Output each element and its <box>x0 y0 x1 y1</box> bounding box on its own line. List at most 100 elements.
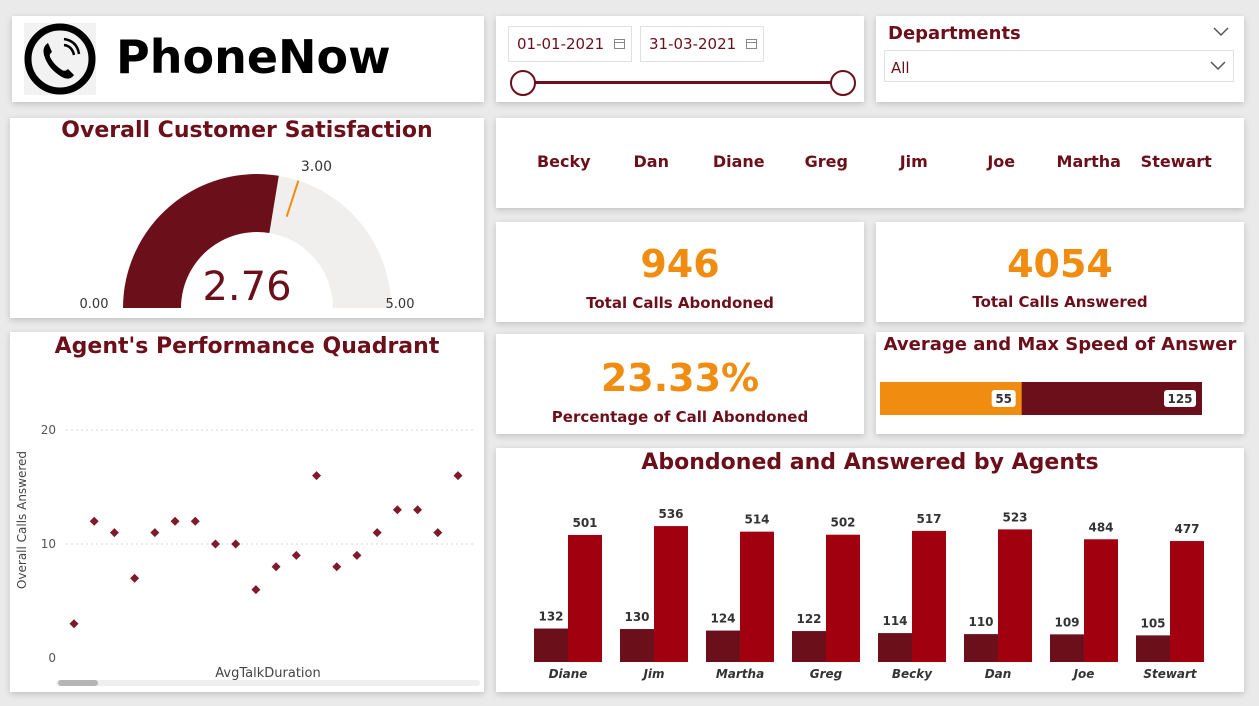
bar-value-label: 502 <box>830 516 855 530</box>
calendar-icon <box>614 39 625 49</box>
answered-bar[interactable] <box>1084 539 1118 662</box>
abandoned-bar[interactable] <box>878 633 912 662</box>
agent-option[interactable]: Dan <box>633 152 669 171</box>
scatter-point[interactable] <box>231 539 241 549</box>
kpi-answered-card: 4054 Total Calls Answered <box>876 222 1244 322</box>
kpi-pct-label: Percentage of Call Abondoned <box>551 408 809 426</box>
kpi-abandoned-card: 946 Total Calls Abondoned <box>496 222 864 322</box>
scatter-point[interactable] <box>332 562 342 572</box>
abandoned-bar[interactable] <box>534 628 568 662</box>
category-label: Diane <box>549 667 588 681</box>
bar-value-label: 517 <box>916 512 941 526</box>
scatter-point[interactable] <box>251 585 261 595</box>
bar-value-label: 132 <box>538 610 563 624</box>
date-slicer: 01-01-2021 31-03-2021 <box>496 16 864 102</box>
bar-value-label: 514 <box>744 513 769 527</box>
agent-option[interactable]: Greg <box>804 152 848 171</box>
agent-option[interactable]: Jim <box>899 152 928 171</box>
bar-value-label: 477 <box>1174 522 1199 536</box>
speed-title: Average and Max Speed of Answer <box>883 334 1237 355</box>
scatter-point[interactable] <box>150 528 160 538</box>
scatter-chart: Overall Calls Answered AvgTalkDuration 0… <box>15 423 474 681</box>
answered-bar[interactable] <box>826 534 860 662</box>
kpi-pct-value: 23.33% <box>600 356 760 400</box>
range-end-handle[interactable] <box>830 70 856 96</box>
answered-bar[interactable] <box>1170 541 1204 662</box>
scatter-point[interactable] <box>433 528 443 538</box>
scatter-point[interactable] <box>392 505 402 515</box>
agent-slicer: Becky Dan Diane Greg Jim Joe Martha Stewart <box>496 118 1244 208</box>
scatter-xlabel: AvgTalkDuration <box>215 666 320 681</box>
gauge-target-line <box>285 180 300 218</box>
scatter-point[interactable] <box>109 528 119 538</box>
gauge-title: Overall Customer Satisfaction <box>61 118 433 143</box>
scatter-point[interactable] <box>271 562 281 572</box>
agent-option[interactable]: Diane <box>712 152 765 171</box>
scatter-point[interactable] <box>453 471 463 481</box>
answered-bar[interactable] <box>912 530 946 662</box>
brand-card: PhoneNow <box>12 16 484 102</box>
abandoned-bar[interactable] <box>620 629 654 662</box>
scatter-point[interactable] <box>170 516 180 526</box>
scatter-point[interactable] <box>352 550 362 560</box>
gauge-chart: 3.00 2.76 0.00 5.00 <box>80 159 415 312</box>
scatter-point[interactable] <box>413 505 423 515</box>
kpi-answered-label: Total Calls Answered <box>972 293 1148 311</box>
speed-label: 55 <box>995 392 1012 406</box>
abandoned-bar[interactable] <box>964 634 998 662</box>
calendar-icon <box>746 39 757 49</box>
answered-bar[interactable] <box>568 534 602 662</box>
abandoned-bar[interactable] <box>706 630 740 662</box>
bar-value-label: 109 <box>1054 615 1079 629</box>
agent-option[interactable]: Martha <box>1056 152 1121 171</box>
speed-answer-card: Average and Max Speed of Answer 55 125 <box>876 332 1244 434</box>
abandoned-bar[interactable] <box>1050 634 1084 662</box>
agent-option[interactable]: Becky <box>536 152 591 171</box>
scatter-ytick: 20 <box>41 423 56 437</box>
scatter-scroll-thumb[interactable] <box>58 680 98 686</box>
scatter-point[interactable] <box>69 619 79 629</box>
scatter-point[interactable] <box>130 573 140 583</box>
scatter-point[interactable] <box>190 516 200 526</box>
category-label: Joe <box>1072 667 1095 681</box>
agents-chart-title: Abondoned and Answered by Agents <box>641 450 1099 475</box>
start-date-value: 01-01-2021 <box>517 35 605 53</box>
chevron-down-icon <box>1210 61 1226 71</box>
abandoned-bar[interactable] <box>792 631 826 662</box>
agents-bar-chart: 132 501 Diane 130 536 Jim 124 514 Martha 122 502 Gr… <box>534 507 1204 681</box>
quadrant-card: Agent's Performance Quadrant Overall Cal… <box>10 332 484 692</box>
chevron-down-icon[interactable] <box>1212 26 1230 38</box>
start-date-field[interactable]: 01-01-2021 <box>508 26 632 62</box>
agents-bar-card: Abondoned and Answered by Agents 132 501 D… <box>496 448 1244 692</box>
kpi-pct-card: 23.33% Percentage of Call Abondoned <box>496 334 864 434</box>
range-start-handle[interactable] <box>510 70 536 96</box>
category-label: Jim <box>641 667 664 681</box>
agent-option[interactable]: Joe <box>987 152 1016 171</box>
scatter-ylabel: Overall Calls Answered <box>15 451 29 589</box>
scatter-point[interactable] <box>210 539 220 549</box>
kpi-abandoned-label: Total Calls Abondoned <box>586 294 774 312</box>
agent-option[interactable]: Stewart <box>1140 152 1212 171</box>
scatter-title: Agent's Performance Quadrant <box>54 334 440 359</box>
brand-name: PhoneNow <box>116 30 391 84</box>
answered-bar[interactable] <box>998 529 1032 662</box>
departments-slicer: Departments All <box>876 16 1244 102</box>
gauge-target-label: 3.00 <box>301 159 332 175</box>
scatter-scrollbar[interactable] <box>56 680 480 686</box>
scatter-point[interactable] <box>372 528 382 538</box>
category-label: Martha <box>716 667 764 681</box>
abandoned-bar[interactable] <box>1136 635 1170 662</box>
answered-bar[interactable] <box>654 526 688 662</box>
bar-value-label: 501 <box>572 516 597 530</box>
gauge-fill <box>123 174 279 308</box>
gauge-value: 2.76 <box>202 264 291 310</box>
end-date-field[interactable]: 31-03-2021 <box>640 26 764 62</box>
departments-label: Departments <box>888 23 1021 44</box>
answered-bar[interactable] <box>740 531 774 662</box>
scatter-point[interactable] <box>89 516 99 526</box>
departments-dropdown[interactable]: All <box>884 50 1234 82</box>
scatter-point[interactable] <box>312 471 322 481</box>
scatter-point[interactable] <box>291 550 301 560</box>
bar-value-label: 536 <box>658 507 683 521</box>
bar-value-label: 523 <box>1002 510 1027 524</box>
